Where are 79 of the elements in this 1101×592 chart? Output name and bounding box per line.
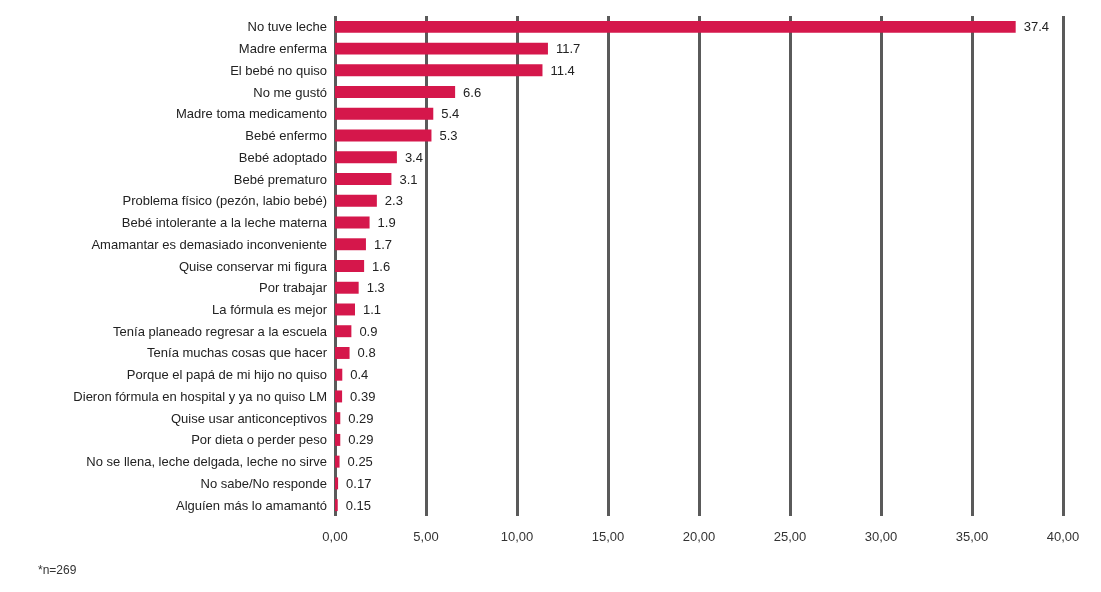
y-tick-label: Bebé enfermo <box>245 128 327 144</box>
bar <box>335 42 548 55</box>
bar <box>335 86 456 99</box>
bar <box>335 173 392 186</box>
bar <box>335 64 543 77</box>
data-label: 11.4 <box>550 62 575 78</box>
data-label: 1.3 <box>366 280 385 296</box>
y-tick-label: Bebé intolerante a la leche materna <box>121 215 328 231</box>
y-tick-label: Bebé adoptado <box>238 149 327 165</box>
bar <box>335 390 343 403</box>
y-tick-label: No me gustó <box>253 84 327 100</box>
y-tick-label: El bebé no quiso <box>230 62 327 78</box>
data-label: 1.9 <box>377 215 396 231</box>
y-tick-label: Quise usar anticonceptivos <box>170 410 328 426</box>
data-label: 5.4 <box>441 106 460 122</box>
bar <box>335 238 366 251</box>
y-tick-label: Dieron fórmula en hospital y ya no quiso LM <box>73 388 327 404</box>
y-tick-label: Por dieta o perder peso <box>191 432 327 448</box>
data-label: 0.9 <box>359 323 378 339</box>
x-tick-label: 20,00 <box>682 529 716 544</box>
y-tick-label: Tenía planeado regresar a la escuela <box>113 323 328 339</box>
data-label: 0.29 <box>348 432 374 448</box>
data-label: 1.7 <box>373 236 393 252</box>
bar <box>335 107 434 120</box>
bar <box>335 129 432 142</box>
data-label: 11.7 <box>555 41 581 57</box>
y-tick-label: Por trabajar <box>259 280 328 296</box>
y-tick-label: Tenía muchas cosas que hacer <box>147 345 328 361</box>
x-tick-label: 30,00 <box>864 529 898 544</box>
bar <box>335 151 397 164</box>
x-tick-label: 5,00 <box>413 529 439 544</box>
x-tick-label: 35,00 <box>955 529 989 544</box>
y-tick-label: La fórmula es mejor <box>212 301 328 317</box>
data-label: 0.29 <box>348 410 374 426</box>
data-label: 3.1 <box>399 171 418 187</box>
data-label: 0.8 <box>357 345 376 361</box>
y-tick-label: Problema físico (pezón, labio bebé) <box>122 193 327 209</box>
bar <box>335 194 377 207</box>
y-tick-label: No sabe/No responde <box>200 475 327 491</box>
data-label: 0.15 <box>345 497 372 513</box>
bar <box>335 325 352 338</box>
x-tick-label: 10,00 <box>500 529 534 544</box>
y-tick-label: Alguíen más lo amamantó <box>175 497 327 513</box>
bar <box>335 281 359 294</box>
y-tick-label: Bebé prematuro <box>233 171 327 187</box>
data-label: 2.3 <box>384 193 403 209</box>
data-label: 6.6 <box>463 84 482 100</box>
data-label: 0.4 <box>350 367 369 383</box>
bar <box>335 20 1016 33</box>
data-label: 1.6 <box>372 258 391 274</box>
data-label: 0.25 <box>347 454 373 470</box>
bar <box>335 346 350 359</box>
bar <box>335 260 365 272</box>
y-tick-label: Porque el papá de mi hijo no quiso <box>126 367 327 383</box>
bar <box>335 455 340 468</box>
data-label: 1.1 <box>363 301 382 317</box>
bar <box>335 412 341 425</box>
text: *n=269 <box>38 563 77 577</box>
data-label: 0.39 <box>350 388 376 404</box>
y-tick-label: No tuve leche <box>247 19 327 35</box>
bar <box>335 499 338 512</box>
data-label: 5.3 <box>439 128 458 144</box>
x-tick-label: 0,00 <box>322 529 348 544</box>
y-tick-label: Quise conservar mi figura <box>178 258 328 274</box>
y-tick-label: Amamantar es demasiado inconveniente <box>91 236 327 252</box>
bar <box>335 433 341 446</box>
x-tick-label: 25,00 <box>773 529 807 544</box>
x-tick-label: 40,00 <box>1046 529 1080 544</box>
bar <box>335 368 343 381</box>
bar <box>335 216 370 229</box>
x-tick-label: 15,00 <box>591 529 625 544</box>
bar <box>335 477 339 490</box>
bar <box>335 303 356 316</box>
y-tick-label: No se llena, leche delgada, leche no sirve <box>86 454 327 470</box>
y-tick-label: Madre enferma <box>238 41 328 57</box>
data-label: 0.17 <box>346 475 372 491</box>
y-tick-label: Madre toma medicamento <box>175 106 327 122</box>
data-label: 3.4 <box>404 149 423 165</box>
data-label: 37.4 <box>1023 19 1049 35</box>
